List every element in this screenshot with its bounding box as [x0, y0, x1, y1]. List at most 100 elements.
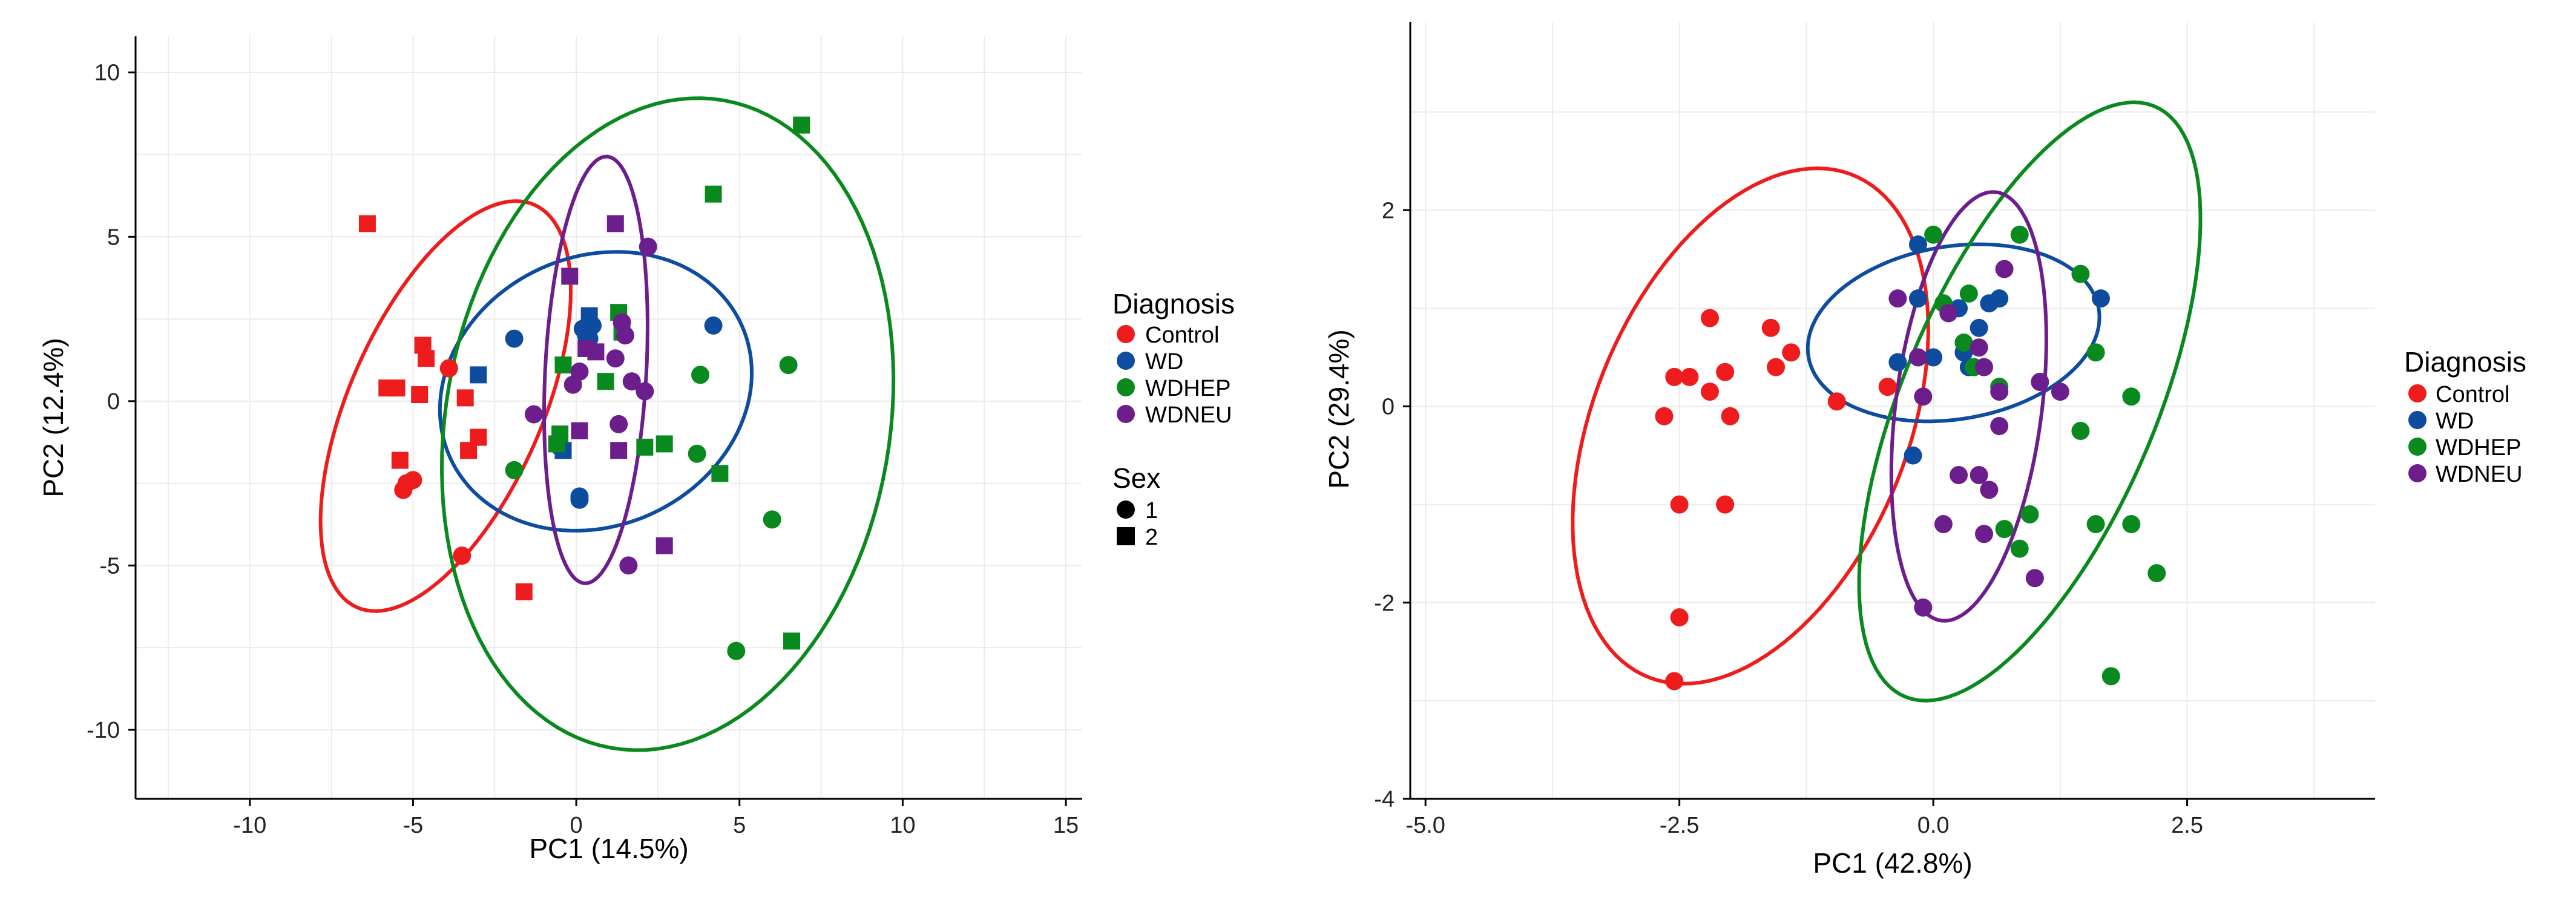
- point-wdhep-left: [783, 632, 801, 650]
- point-control-right: [1665, 672, 1684, 691]
- point-wdhep-right: [2086, 515, 2105, 534]
- legend-item-sex-1: 1: [1117, 498, 1158, 523]
- point-wdneu-right: [1914, 598, 1933, 617]
- point-control-left: [439, 359, 458, 378]
- point-wdhep-left: [779, 356, 798, 375]
- point-wdhep-right: [2010, 225, 2029, 244]
- point-wdneu-left: [616, 326, 634, 345]
- legend-item-wd-left: WD: [1117, 349, 1183, 375]
- legend-label-wdhep-right: WDHEP: [2436, 435, 2521, 461]
- point-control-right: [1670, 608, 1689, 627]
- legend-label-sex-1: 1: [1145, 498, 1158, 523]
- point-control-right: [1680, 367, 1699, 386]
- point-wd-right: [1970, 318, 1988, 337]
- point-control-right: [1827, 392, 1846, 411]
- y-tick-label-right: -2: [1374, 591, 1395, 616]
- point-wdhep-left: [705, 185, 722, 203]
- x-tick-label-left: -10: [233, 813, 266, 838]
- y-tick-label-left: 0: [107, 389, 120, 415]
- x-tick-label-right: -5.0: [1405, 813, 1445, 838]
- point-wd-left: [570, 490, 589, 509]
- ellipse-wdhep-left: [439, 96, 896, 752]
- point-wdhep-right: [2122, 387, 2141, 406]
- point-control-right: [1655, 407, 1674, 425]
- point-control-right: [1878, 378, 1897, 396]
- point-wdneu-left: [587, 343, 605, 361]
- point-wdhep-left: [636, 438, 654, 456]
- axes-left: [134, 36, 1082, 800]
- point-wdneu-left: [524, 405, 543, 424]
- point-wdhep-left: [763, 510, 781, 529]
- point-wd-right: [1908, 235, 1927, 254]
- ellipse-wdneu-left: [542, 154, 649, 585]
- legend-item-wd-right: WD: [2408, 409, 2474, 434]
- point-control-right: [1767, 358, 1786, 376]
- ellipse-wdhep-right: [1857, 100, 2203, 703]
- point-control-right: [1721, 407, 1740, 425]
- point-control-left: [460, 442, 478, 459]
- x-tick-label-left: -5: [403, 813, 424, 838]
- point-wdneu-right: [1975, 525, 1994, 543]
- point-wdhep-right: [1959, 284, 1978, 303]
- y-axis-title-right: PC2 (29.4%): [1323, 329, 1355, 488]
- point-wd-right: [1908, 289, 1927, 308]
- plot-area-left: [136, 36, 1082, 799]
- legend-item-sex-2: 2: [1117, 525, 1158, 550]
- grid-left: [136, 36, 1082, 799]
- x-tick-label-right: -2.5: [1660, 813, 1699, 838]
- legend-label-wdneu-left: WDNEU: [1145, 402, 1232, 428]
- point-wd-left: [704, 316, 723, 335]
- pca-plot-left: -10 -5 0 5 10 15 -10 -5 0 5 10 PC1 (14.5%) PC2 (12…: [38, 36, 1235, 864]
- legend-key-wdneu-left: [1117, 405, 1135, 423]
- legend-right: Diagnosis Control WD WDHEP WDNEU: [2404, 346, 2526, 487]
- grid-right: [1410, 22, 2375, 799]
- point-wd-left: [505, 329, 524, 348]
- legend-key-square: [1117, 527, 1135, 545]
- point-wdhep-right: [1954, 333, 1973, 352]
- point-control-right: [1700, 309, 1719, 327]
- legend-label-control-right: Control: [2436, 382, 2510, 407]
- legend-item-control-right: Control: [2408, 382, 2510, 407]
- point-control-left: [394, 481, 413, 499]
- point-wdhep-left: [505, 461, 524, 479]
- point-wdhep-left: [688, 444, 706, 463]
- point-wdneu-right: [1980, 481, 1999, 499]
- point-wdhep-left: [727, 642, 746, 660]
- legend-key-control-right: [2408, 384, 2426, 402]
- point-wdneu-left: [639, 237, 657, 256]
- point-wdhep-left: [597, 373, 614, 390]
- point-wdneu-left: [622, 372, 641, 391]
- point-control-right: [1716, 363, 1735, 381]
- x-axis-title-right: PC1 (42.8%): [1813, 847, 1972, 879]
- data-points-left: [358, 116, 810, 660]
- point-wd-right: [1924, 348, 1943, 367]
- point-wdneu-right: [2051, 382, 2069, 401]
- point-wdhep-right: [2010, 539, 2029, 558]
- point-wdhep-right: [2020, 505, 2039, 523]
- point-control-right: [1665, 367, 1684, 386]
- point-wdneu-right: [1950, 466, 1968, 484]
- point-wdhep-right: [2101, 667, 2120, 686]
- point-wdhep-right: [2071, 422, 2090, 441]
- x-tick-label-right: 0.0: [1917, 813, 1950, 838]
- point-wdhep-right: [2122, 515, 2141, 534]
- legend-label-wd-right: WD: [2436, 409, 2474, 434]
- legend-item-wdneu-left: WDNEU: [1117, 402, 1232, 428]
- pca-plot-right: -5.0 -2.5 0.0 2.5 -4 -2 0 2 PC1 (42.8%) PC2 (29…: [1323, 22, 2526, 879]
- point-control-left: [515, 583, 533, 600]
- point-wdhep-right: [1995, 520, 2014, 539]
- y-tick-label-left: -5: [99, 553, 120, 579]
- y-tick-label-left: 5: [107, 225, 120, 250]
- point-wdneu-left: [610, 442, 628, 459]
- point-control-right: [1716, 495, 1735, 514]
- legend-label-wdneu-right: WDNEU: [2436, 462, 2523, 487]
- point-wdneu-right: [2025, 569, 2044, 588]
- x-tick-label-left: 10: [890, 813, 915, 838]
- point-wdhep-right: [1924, 225, 1943, 244]
- point-wdhep-left: [554, 356, 572, 374]
- ellipse-control-right: [1571, 166, 1930, 686]
- legend-key-wd-right: [2408, 411, 2426, 429]
- point-wdhep-right: [2071, 264, 2090, 283]
- point-wdhep-left: [548, 435, 565, 453]
